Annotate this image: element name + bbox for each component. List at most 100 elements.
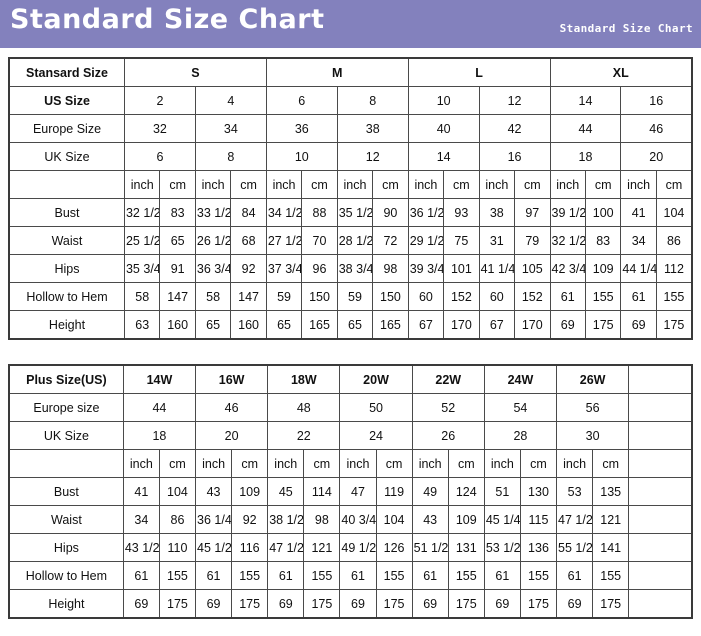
cell-hollow-to-hem: 61: [267, 561, 305, 590]
cell-hips: 136: [519, 533, 558, 562]
cell-height: 175: [592, 589, 630, 619]
cell-us-size: 8: [336, 86, 409, 115]
cell-bust: 36 1/2: [407, 198, 445, 227]
cell-height: 69: [195, 589, 233, 619]
cell-us-size: 6: [265, 86, 338, 115]
cell-waist: 45 1/4: [483, 505, 521, 534]
cell-hollow-to-hem: 61: [339, 561, 377, 590]
cell-hollow-to-hem: 155: [447, 561, 485, 590]
cell-hollow-to-hem: 61: [411, 561, 449, 590]
unit-header-cm: cm: [159, 170, 196, 199]
cell-waist: 79: [514, 226, 551, 255]
cell-hollow-to-hem: 61: [620, 282, 657, 311]
cell-waist: 36 1/4: [195, 505, 233, 534]
cell-europe-size: 54: [483, 393, 558, 422]
table-row: UK Size 6 8 10 12 14 16 18 20: [8, 142, 693, 171]
cell-hips: 35 3/4: [123, 254, 161, 283]
cell-waist: 72: [372, 226, 409, 255]
table-row: Stansard Size S M L XL: [8, 57, 693, 87]
cell-europe-size: 36: [265, 114, 338, 143]
table-row: Europe size 44 46 48 50 52 54 56: [8, 393, 693, 422]
cell-hips: 38 3/4: [336, 254, 374, 283]
cell-uk-size: 14: [407, 142, 480, 171]
cell-hollow-to-hem: 59: [265, 282, 303, 311]
cell-hips: 98: [372, 254, 409, 283]
cell-waist: 68: [230, 226, 267, 255]
cell-hips: 96: [301, 254, 338, 283]
cell-hollow-to-hem: 155: [584, 282, 622, 311]
unit-header-cm: cm: [158, 449, 197, 478]
cell-hollow-to-hem: 155: [655, 282, 693, 311]
unit-header-inch: inch: [195, 449, 233, 478]
unit-header-cm: cm: [303, 449, 341, 478]
filler-cell: [628, 505, 693, 534]
cell-uk-size: 8: [194, 142, 267, 171]
cell-hollow-to-hem: 150: [372, 282, 409, 311]
size-group-16w: 16W: [195, 364, 269, 394]
cell-bust: 135: [592, 477, 630, 506]
cell-us-size: 14: [549, 86, 622, 115]
cell-europe-size: 56: [556, 393, 630, 422]
cell-hollow-to-hem: 58: [123, 282, 161, 311]
table-row: US Size 2 4 6 8 10 12 14 16: [8, 86, 693, 115]
cell-height: 170: [514, 310, 551, 340]
size-type-header: Plus Size(US): [8, 364, 124, 394]
cell-waist: 32 1/2: [549, 226, 586, 255]
unit-header-inch: inch: [483, 449, 521, 478]
size-group-22w: 22W: [411, 364, 485, 394]
row-label-waist: Waist: [8, 505, 124, 534]
cell-hollow-to-hem: 155: [231, 561, 269, 590]
size-group-20w: 20W: [339, 364, 413, 394]
unit-header-cm: cm: [230, 170, 267, 199]
cell-europe-size: 46: [620, 114, 693, 143]
cell-uk-size: 28: [483, 421, 558, 450]
cell-uk-size: 26: [411, 421, 485, 450]
cell-height: 175: [447, 589, 485, 619]
row-label-uk-size: UK Size: [8, 421, 124, 450]
cell-waist: 86: [655, 226, 693, 255]
page-banner: Standard Size Chart Standard Size Chart: [0, 0, 701, 48]
unit-header-inch: inch: [549, 170, 586, 199]
cell-us-size: 10: [407, 86, 480, 115]
cell-europe-size: 42: [478, 114, 551, 143]
cell-hollow-to-hem: 147: [159, 282, 196, 311]
cell-height: 69: [556, 589, 594, 619]
cell-hollow-to-hem: 61: [483, 561, 521, 590]
cell-uk-size: 12: [336, 142, 409, 171]
table-row: inch cm inch cm inch cm inch cm inch cm inch cm inch…: [8, 449, 693, 478]
table-row: Height 63 160 65 160 65 165 65 165 67 170 67 170 69 17…: [8, 310, 693, 340]
unit-header-inch: inch: [265, 170, 303, 199]
cell-bust: 93: [443, 198, 480, 227]
cell-bust: 53: [556, 477, 594, 506]
cell-hips: 43 1/2: [122, 533, 160, 562]
row-label-europe-size: Europe Size: [8, 114, 125, 143]
table-row: Europe Size 32 34 36 38 40 42 44 46: [8, 114, 693, 143]
cell-waist: 115: [519, 505, 558, 534]
cell-europe-size: 32: [123, 114, 196, 143]
cell-hollow-to-hem: 61: [549, 282, 586, 311]
cell-hips: 39 3/4: [407, 254, 445, 283]
cell-bust: 32 1/2: [123, 198, 161, 227]
cell-bust: 130: [519, 477, 558, 506]
cell-uk-size: 24: [339, 421, 413, 450]
cell-uk-size: 30: [556, 421, 630, 450]
cell-hollow-to-hem: 58: [194, 282, 232, 311]
cell-waist: 40 3/4: [339, 505, 377, 534]
unit-header-inch: inch: [411, 449, 449, 478]
page-title: Standard Size Chart: [10, 4, 325, 35]
cell-bust: 47: [339, 477, 377, 506]
cell-bust: 43: [195, 477, 233, 506]
cell-height: 69: [339, 589, 377, 619]
cell-hollow-to-hem: 61: [556, 561, 594, 590]
cell-height: 69: [620, 310, 657, 340]
unit-header-cm: cm: [514, 170, 551, 199]
row-label-bust: Bust: [8, 477, 124, 506]
cell-hips: 92: [230, 254, 267, 283]
banner-subtitle: Standard Size Chart: [559, 22, 693, 35]
row-label-europe-size: Europe size: [8, 393, 124, 422]
cell-height: 69: [483, 589, 521, 619]
cell-bust: 109: [231, 477, 269, 506]
cell-europe-size: 44: [122, 393, 197, 422]
cell-hips: 45 1/2: [195, 533, 233, 562]
cell-hips: 47 1/2: [267, 533, 305, 562]
